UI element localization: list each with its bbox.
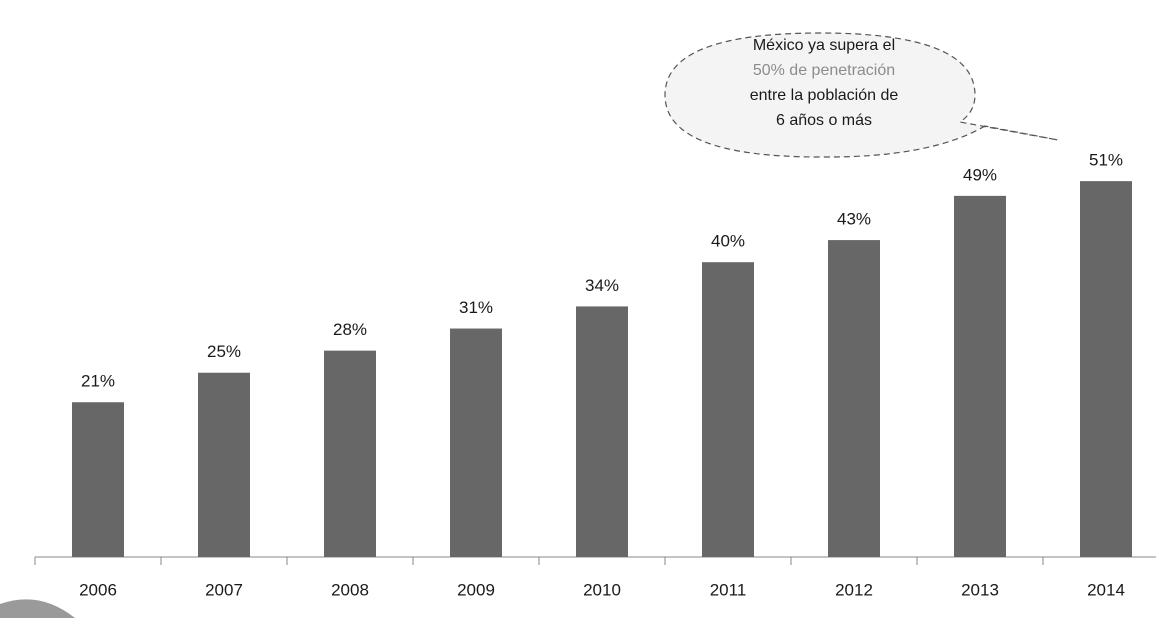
annotation-line: entre la población de [750, 87, 899, 104]
value-label: 31% [459, 298, 493, 317]
bar [198, 372, 250, 557]
annotation-line: 50% de penetración [753, 62, 895, 79]
value-label: 21% [81, 372, 115, 391]
bar [450, 328, 502, 557]
x-tick-label: 2012 [835, 580, 873, 599]
corner-decoration [0, 599, 75, 618]
value-label: 25% [207, 342, 241, 361]
x-tick-label: 2007 [205, 580, 243, 599]
bar [702, 262, 754, 557]
callout [664, 32, 1059, 158]
x-tick-label: 2008 [331, 580, 369, 599]
x-tick-label: 2014 [1087, 580, 1125, 599]
bar [72, 402, 124, 557]
value-label: 28% [333, 320, 367, 339]
value-label: 40% [711, 232, 745, 251]
annotation-line: México ya supera el [753, 37, 895, 54]
bar [1080, 181, 1132, 557]
x-tick-label: 2011 [710, 580, 747, 599]
x-tick-label: 2010 [583, 580, 621, 599]
bar [324, 350, 376, 557]
value-label: 49% [963, 165, 997, 184]
value-label: 34% [585, 276, 619, 295]
value-label: 51% [1089, 151, 1123, 170]
bar [828, 240, 880, 557]
x-tick-label: 2006 [79, 580, 117, 599]
x-tick-label: 2013 [961, 580, 999, 599]
callout-bubble [664, 32, 1059, 158]
bar [576, 306, 628, 557]
bar [954, 195, 1006, 557]
annotation-line: 6 años o más [776, 112, 872, 129]
x-tick-label: 2009 [457, 580, 495, 599]
value-label: 43% [837, 210, 871, 229]
